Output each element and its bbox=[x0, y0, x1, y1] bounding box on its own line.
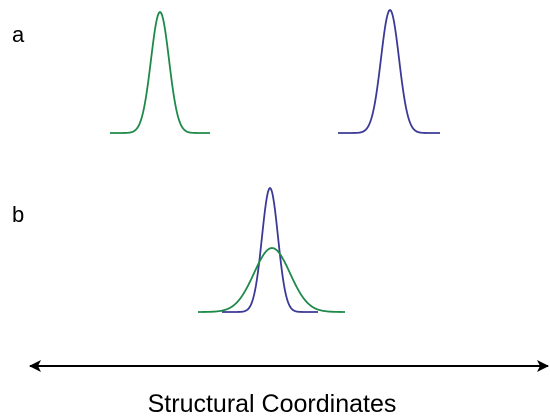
gaussian-curve bbox=[338, 8, 440, 134]
panel-label: b bbox=[12, 202, 24, 227]
gaussian-curve bbox=[222, 186, 318, 313]
panel-label: a bbox=[12, 22, 25, 47]
axis-label: Structural Coordinates bbox=[148, 390, 397, 418]
gaussian-curve bbox=[197, 247, 345, 313]
gaussian-curve bbox=[110, 10, 210, 134]
